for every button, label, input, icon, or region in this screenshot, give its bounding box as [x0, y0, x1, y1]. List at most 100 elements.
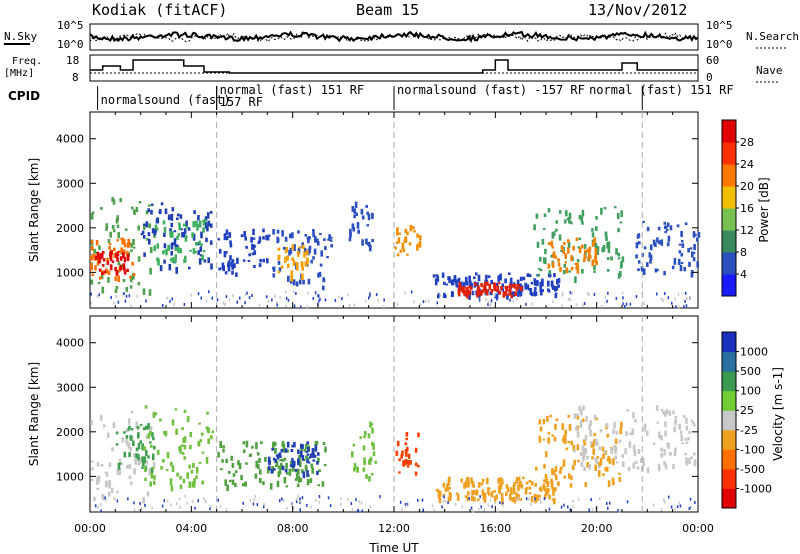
data-cell [182, 232, 186, 238]
data-cell [228, 471, 231, 474]
data-cell [353, 214, 356, 219]
frequency-trace [90, 59, 698, 74]
noise-panel: 10^5 10^0 10^5 10^0 N.Sky N.Search [4, 19, 799, 51]
data-cell [575, 237, 579, 241]
data-cell [286, 255, 289, 261]
data-cell [198, 258, 202, 265]
data-cell [615, 296, 618, 300]
data-cell [588, 423, 591, 431]
data-cell [278, 452, 282, 457]
data-cell [160, 466, 163, 470]
data-cell [685, 441, 689, 444]
data-cell [564, 253, 567, 259]
data-cell [445, 283, 448, 286]
data-cell [322, 279, 326, 282]
data-cell [281, 458, 285, 462]
data-cell [573, 413, 577, 419]
data-cell [547, 208, 551, 213]
data-cell [583, 467, 586, 471]
data-cell [434, 278, 438, 286]
data-cell [491, 505, 493, 509]
data-cell [606, 241, 609, 249]
data-cell [513, 496, 517, 504]
data-cell [477, 274, 481, 282]
data-cell [570, 267, 574, 271]
data-cell [149, 267, 152, 275]
data-cell [142, 427, 146, 431]
data-cell [245, 245, 248, 249]
data-cell [470, 477, 473, 481]
data-cell [206, 212, 210, 219]
data-cell [483, 497, 487, 503]
data-cell [316, 461, 319, 465]
data-cell [334, 298, 337, 302]
data-cell [568, 270, 571, 273]
data-cell [317, 457, 320, 463]
data-cell [657, 226, 661, 231]
data-cell [369, 292, 371, 296]
data-cell [618, 439, 622, 443]
data-cell [120, 247, 123, 254]
data-cell [296, 264, 299, 271]
data-cell [560, 466, 563, 470]
data-cell [147, 208, 150, 213]
data-cell [242, 501, 244, 505]
data-cell [505, 285, 508, 293]
data-cell [447, 276, 450, 280]
data-cell [671, 301, 673, 305]
data-cell [490, 289, 493, 294]
data-cell [607, 291, 609, 295]
data-cell [571, 292, 573, 295]
data-cell [368, 476, 371, 482]
data-cell [211, 296, 213, 300]
data-cell [150, 209, 153, 215]
data-cell [379, 495, 381, 499]
data-cell [481, 478, 485, 483]
data-cell [348, 237, 352, 242]
data-cell [563, 503, 565, 507]
data-cell [224, 303, 226, 306]
data-cell [685, 457, 688, 464]
data-cell [124, 228, 128, 231]
data-cell [470, 495, 474, 501]
data-cell [170, 461, 173, 467]
data-cell [177, 222, 181, 226]
power-ylabel: Slant Range [km] [27, 158, 41, 262]
data-cell [543, 257, 546, 264]
data-cell [478, 298, 481, 302]
data-cell [119, 256, 123, 261]
data-cell [178, 497, 181, 501]
data-cell [601, 304, 603, 308]
data-cell [610, 256, 613, 261]
data-cell [138, 457, 142, 465]
data-cell [633, 449, 637, 456]
data-cell [144, 425, 148, 430]
data-cell [106, 260, 110, 265]
data-cell [643, 246, 647, 250]
data-cell [307, 457, 310, 460]
data-cell [473, 276, 476, 279]
data-cell [586, 257, 590, 261]
data-cell [477, 285, 480, 291]
data-cell [690, 506, 692, 510]
noise-search-trace [89, 32, 699, 43]
data-cell [468, 497, 471, 501]
data-cell [417, 498, 419, 502]
data-cell [617, 509, 619, 513]
data-cell [274, 294, 276, 298]
data-cell [577, 498, 580, 502]
data-cell [288, 468, 292, 476]
data-cell [397, 237, 401, 244]
data-cell [583, 439, 586, 444]
data-cell [669, 225, 673, 231]
data-cell [186, 472, 189, 479]
data-cell [210, 504, 212, 508]
data-cell [533, 493, 537, 498]
data-cell [259, 258, 262, 263]
data-cell [301, 262, 304, 267]
colorbar-tick-label: 28 [740, 136, 754, 149]
data-cell [646, 262, 649, 267]
colorbar-swatch [722, 142, 736, 165]
data-cell [225, 229, 229, 235]
data-cell [262, 228, 265, 233]
